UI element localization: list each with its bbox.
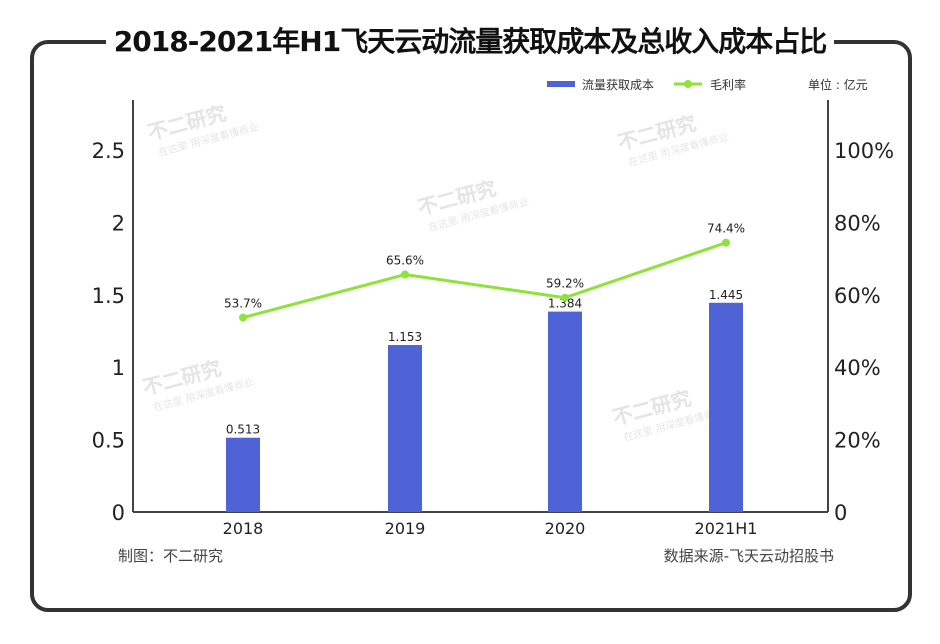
line-point (722, 238, 730, 247)
legend-line-marker (684, 80, 692, 88)
bar-label: 1.384 (548, 297, 582, 311)
line-point (239, 313, 247, 322)
left-tick-label: 0 (112, 501, 125, 525)
title-text: 2018-2021年H1飞天云动流量获取成本及总收入成本占比 (105, 25, 835, 58)
line-series (242, 241, 727, 320)
bar-label: 1.445 (709, 288, 743, 302)
legend-line-label: 毛利率 (710, 77, 746, 92)
x-tick-label: 2020 (545, 519, 586, 538)
bar (388, 345, 422, 512)
left-tick-label: 2 (112, 211, 125, 235)
bar (548, 311, 582, 512)
line-point (401, 270, 409, 279)
x-tick-label: 2019 (385, 519, 426, 538)
line-label: 59.2% (546, 277, 584, 291)
bar-label: 0.513 (226, 423, 260, 437)
right-tick-label: 20% (834, 429, 881, 453)
line-label: 53.7% (224, 297, 262, 311)
bar-label: 1.153 (388, 330, 422, 344)
line-point (561, 293, 569, 302)
chart-title: 2018-2021年H1飞天云动流量获取成本及总收入成本占比 (0, 20, 940, 60)
left-tick-label: 1.5 (92, 284, 125, 308)
right-tick-label: 0 (834, 501, 847, 525)
bar (226, 437, 260, 512)
right-tick-label: 100% (834, 139, 894, 163)
unit-label: 单位 : 亿元 (808, 77, 868, 92)
legend-bar-label: 流量获取成本 (582, 78, 654, 92)
right-tick-label: 40% (834, 356, 881, 380)
footer-credit: 制图：不二研究 (118, 547, 224, 565)
footer-source: 数据来源-飞天云动招股书 (663, 547, 834, 565)
line-label: 65.6% (386, 254, 424, 268)
right-tick-label: 80% (834, 211, 881, 235)
legend-bar-swatch (547, 81, 575, 87)
left-tick-label: 1 (112, 356, 125, 380)
left-tick-label: 2.5 (92, 139, 125, 163)
left-tick-label: 0.5 (92, 429, 125, 453)
bar (709, 302, 743, 512)
x-tick-label: 2021H1 (695, 519, 758, 538)
right-tick-label: 60% (834, 284, 881, 308)
line-label: 74.4% (707, 222, 745, 236)
x-tick-label: 2018 (223, 519, 264, 538)
